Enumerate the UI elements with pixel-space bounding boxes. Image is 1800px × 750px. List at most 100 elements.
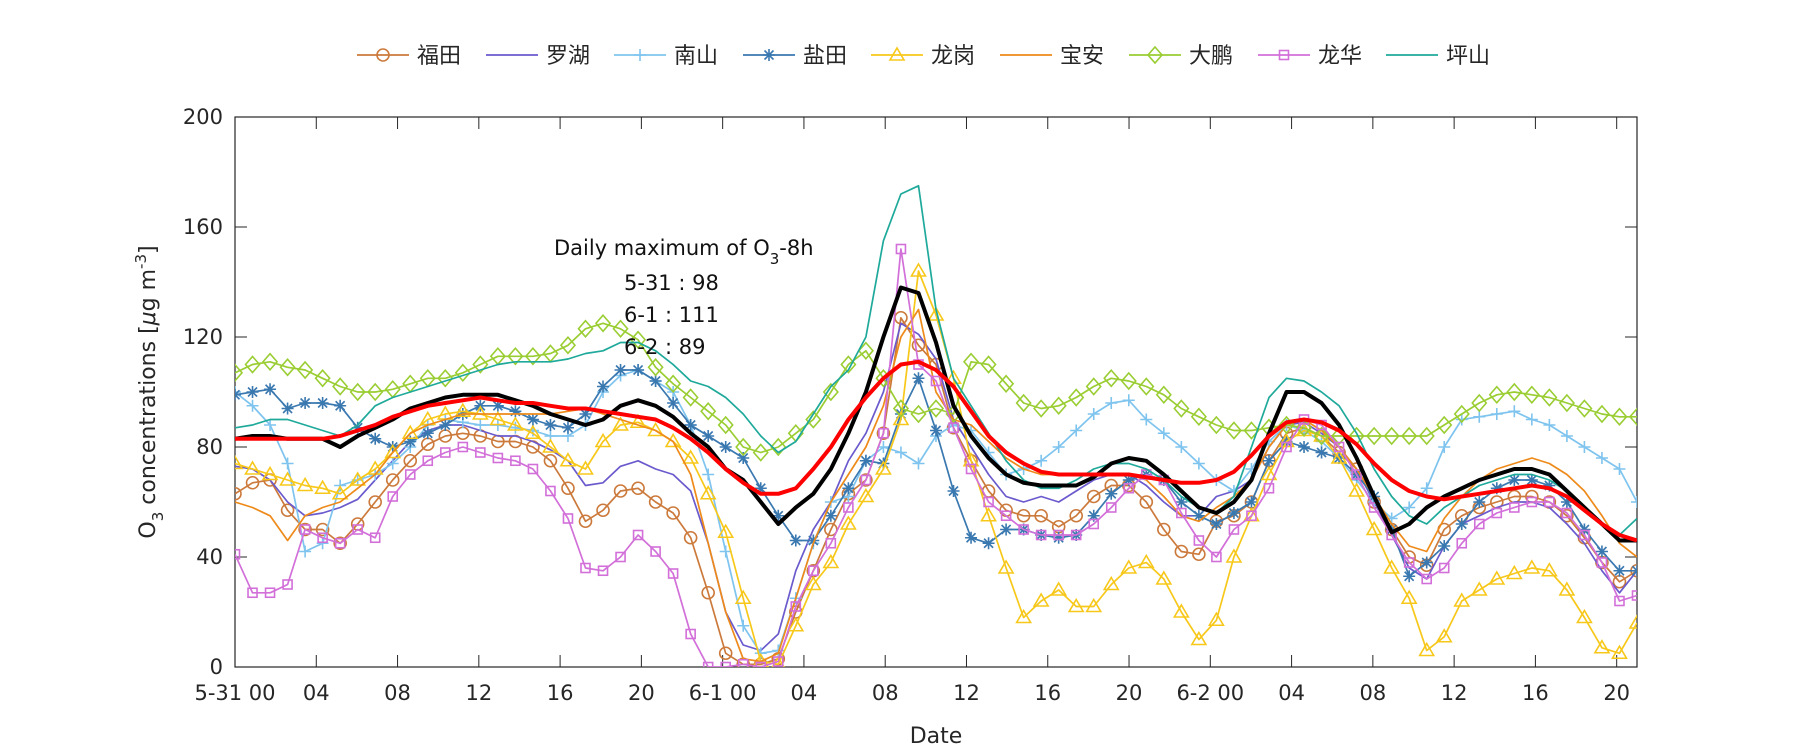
data-point-南山 [1438,441,1451,453]
data-point-大鹏 [980,355,997,374]
data-point-盐田 [719,441,732,453]
data-point-盐田 [404,435,417,448]
data-point-盐田 [1105,487,1118,500]
data-point-南山 [1192,457,1205,470]
data-point-龙华 [650,546,661,557]
legend-marker [376,48,390,62]
data-point-龙华 [545,485,556,497]
data-point-福田 [333,536,347,551]
legend-marker [888,46,906,61]
data-point-盐田 [1192,509,1205,522]
data-point-福田 [298,522,312,537]
data-point-龙岗 [542,438,559,453]
data-point-大鹏 [927,399,945,418]
data-point-大鹏 [367,382,384,402]
data-point-龙华 [860,474,872,486]
data-point-龙华 [1631,590,1637,601]
x-tick-label: 12 [1441,681,1468,705]
data-point-龙岗 [1348,482,1365,497]
data-point-龙岗 [1225,548,1243,563]
x-tick-label: 20 [628,681,655,705]
data-point-大鹏 [594,314,612,333]
data-point-龙岗 [1172,603,1190,618]
x-tick-label: 08 [872,681,899,705]
data-point-福田 [718,646,733,661]
data-point-龙岗 [945,369,962,385]
data-point-盐田 [667,397,680,409]
x-tick-label: 04 [303,681,330,705]
data-point-大鹏 [1243,421,1260,440]
data-point-龙华 [334,537,346,549]
data-point-龙岗 [349,471,367,486]
data-point-龙岗 [1558,581,1576,596]
data-point-南山 [1508,405,1521,418]
annotation-line: 6-2 : 89 [624,335,705,359]
data-point-龙华 [1561,507,1573,519]
data-point-盐田 [579,408,592,420]
series-line-average [235,285,1637,543]
data-point-龙华 [597,565,609,577]
data-point-盐田 [316,397,329,409]
data-point-龙岗 [1435,628,1453,643]
annotation-line: 6-1 : 111 [624,303,719,327]
data-point-龙岗 [1050,581,1068,596]
y-axis-title-unit: g m [136,269,161,311]
data-point-大鹏 [1155,385,1172,404]
y-axis-title-base: O [136,521,161,538]
data-point-福田 [648,495,663,509]
data-point-龙华 [1105,502,1117,513]
data-point-大鹏 [892,399,910,418]
data-point-大鹏 [682,388,699,407]
data-point-福田 [666,506,680,520]
data-point-龙岗 [1260,465,1278,481]
data-point-龙岗 [1400,589,1418,605]
data-point-龙华 [1491,507,1503,519]
legend-item: 大鹏 [1129,44,1233,69]
data-point-南山 [235,386,241,398]
legend-label: 南山 [674,44,718,69]
data-point-福田 [596,503,610,518]
data-point-龙岗 [1155,570,1173,585]
data-point-大鹏 [1383,426,1400,446]
data-point-大鹏 [647,358,664,377]
data-point-南山 [1543,419,1556,431]
data-point-盐田 [334,399,347,412]
data-point-盐田 [614,364,627,376]
data-point-福田 [1016,508,1031,523]
data-point-龙华 [387,491,399,502]
data-point-大鹏 [524,347,541,366]
data-point-盐田 [1052,531,1065,544]
series-8 [235,184,1637,536]
data-point-福田 [911,338,926,353]
data-point-大鹏 [998,374,1015,393]
data-point-福田 [315,522,330,537]
data-point-盐田 [737,452,750,464]
data-point-龙岗 [1102,575,1120,591]
data-point-南山 [1052,441,1065,453]
data-point-盐田 [1175,496,1188,508]
data-point-福田 [245,475,260,490]
legend-item: 福田 [357,44,461,69]
annotation-line: 5-31 : 98 [624,271,719,295]
data-point-福田 [1157,522,1171,537]
data-point-龙岗 [1190,630,1208,646]
legend-label: 坪山 [1446,44,1490,69]
data-point-龙华 [632,529,644,541]
x-axis-title: Date [910,724,963,749]
data-point-盐田 [351,421,364,434]
data-point-龙岗 [1628,614,1637,629]
data-point-大鹏 [1558,393,1575,413]
data-point-龙华 [1473,518,1485,530]
y-tick-label: 200 [183,105,223,129]
data-point-大鹏 [962,352,980,371]
data-point-龙华 [755,661,767,667]
data-point-福田 [1069,508,1083,523]
data-point-盐田 [965,531,978,544]
data-point-龙华 [1053,529,1064,541]
data-point-福田 [561,481,575,496]
data-point-大鹏 [332,377,349,396]
data-point-龙华 [1228,524,1240,535]
y-tick-label: 40 [196,545,223,569]
data-point-龙华 [1333,441,1345,453]
series-line-大鹏 [235,322,1637,454]
